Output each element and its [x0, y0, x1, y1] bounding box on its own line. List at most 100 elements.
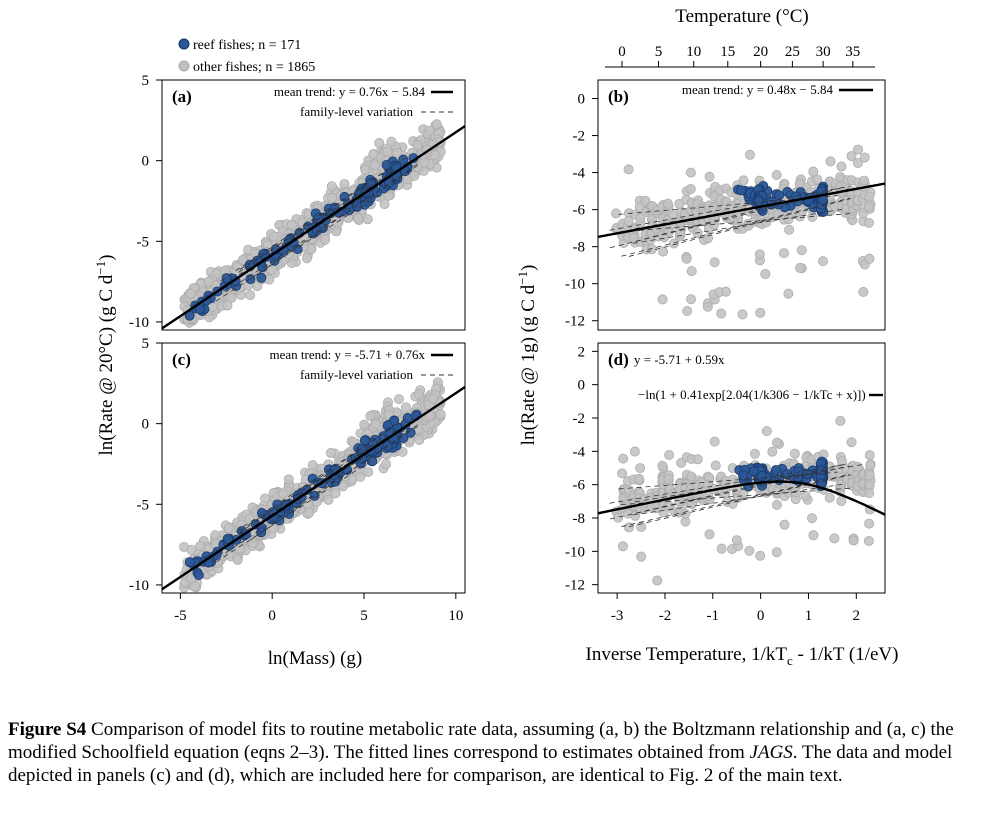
other-point [360, 165, 371, 176]
other-point [864, 487, 875, 498]
other-point [710, 460, 721, 471]
y-tick-label: -6 [573, 478, 586, 494]
top-axis-tick-label: 5 [655, 44, 663, 60]
top-axis-tick-label: 25 [785, 44, 800, 60]
y-tick-label: -2 [573, 411, 586, 427]
reef-point [256, 272, 267, 283]
top-axis-tick-label: 30 [816, 44, 831, 60]
other-point [189, 581, 200, 592]
other-point [754, 249, 765, 260]
other-point [430, 150, 441, 161]
other-point [611, 208, 622, 219]
other-point [681, 253, 692, 264]
other-point [716, 543, 727, 554]
reef-point [193, 570, 204, 581]
other-point [400, 402, 411, 413]
legend-marker-reef [178, 38, 190, 50]
other-point [668, 238, 679, 249]
other-point [771, 437, 782, 448]
other-point [702, 301, 713, 312]
family-trend-line [609, 463, 850, 504]
panel-label: (b) [608, 87, 629, 106]
other-point [412, 162, 423, 173]
other-point [685, 184, 696, 195]
x-tick-label: -1 [707, 608, 720, 624]
family-trend-line [239, 169, 396, 270]
reef-point [184, 557, 195, 568]
other-point [304, 507, 315, 518]
other-point [738, 175, 749, 186]
family-trend-line [620, 213, 851, 233]
other-point [617, 541, 628, 552]
family-trend-line [609, 465, 849, 520]
other-point [412, 140, 423, 151]
other-point [709, 436, 720, 447]
other-point [760, 268, 771, 279]
x-tick-label: -5 [174, 608, 187, 624]
other-point [630, 510, 641, 521]
legend-label-other: other fishes; n = 1865 [193, 60, 315, 75]
family-trend-line [215, 453, 383, 563]
panel-d: -12-10-8-6-4-202-3 -2 -1 0 1 2(d) y = -5.71 + … [565, 342, 886, 624]
other-point [634, 473, 645, 484]
other-point [664, 450, 675, 461]
other-point [330, 488, 341, 499]
other-point [859, 152, 870, 163]
left-x-axis-title: ln(Mass) (g) [268, 648, 362, 669]
caption-text-2: . The data and model depicted in panels … [8, 742, 953, 786]
reef-point [753, 196, 764, 207]
other-point [685, 167, 696, 178]
y-tick-label: -8 [573, 240, 586, 256]
mean-trend-line [161, 386, 466, 591]
y-tick-label: -6 [573, 203, 586, 219]
reef-point [738, 470, 749, 481]
family-trend-line [628, 198, 851, 257]
other-point [829, 533, 840, 544]
other-point [658, 246, 669, 257]
other-point [824, 492, 835, 503]
other-point [323, 494, 334, 505]
reef-point [757, 470, 768, 481]
other-point [808, 530, 819, 541]
other-point [771, 499, 782, 510]
family-trend-line [634, 463, 866, 503]
other-point [617, 468, 628, 479]
other-point [393, 394, 404, 405]
other-point [379, 199, 390, 210]
family-trend-line [628, 474, 851, 528]
other-point [635, 463, 646, 474]
other-point [301, 253, 312, 264]
other-point [613, 512, 624, 523]
y-tick-label: -10 [129, 578, 149, 594]
other-point [203, 276, 214, 287]
other-point [326, 181, 337, 192]
family-trend-line [238, 174, 390, 275]
other-point [692, 454, 703, 465]
other-point [771, 547, 782, 558]
x-tick-label: -2 [659, 608, 672, 624]
other-point [846, 151, 857, 162]
other-point [268, 231, 279, 242]
other-point [435, 409, 446, 420]
caption-text-1: Comparison of model fits to routine meta… [8, 719, 954, 763]
other-point [864, 191, 875, 202]
family-trend-line [238, 157, 406, 273]
family-trend-line [250, 424, 419, 541]
x-tick-label: 5 [360, 608, 368, 624]
other-point [283, 474, 294, 485]
x-tick-label: 2 [853, 608, 861, 624]
other-point [286, 219, 297, 230]
panel-frame [597, 342, 886, 594]
other-point [397, 446, 408, 457]
series-legend: reef fishes; n = 171 other fishes; n = 1… [178, 38, 315, 75]
other-point [662, 198, 673, 209]
panel-plot-area [161, 377, 466, 593]
reef-point [222, 533, 233, 544]
other-point [864, 450, 875, 461]
other-point [807, 513, 818, 524]
y-tick-label: -2 [573, 129, 586, 145]
other-point [353, 213, 364, 224]
other-point [779, 519, 790, 530]
other-point [800, 490, 811, 501]
mean-trend-legend: mean trend: y = -5.71 + 0.76x [270, 347, 426, 362]
